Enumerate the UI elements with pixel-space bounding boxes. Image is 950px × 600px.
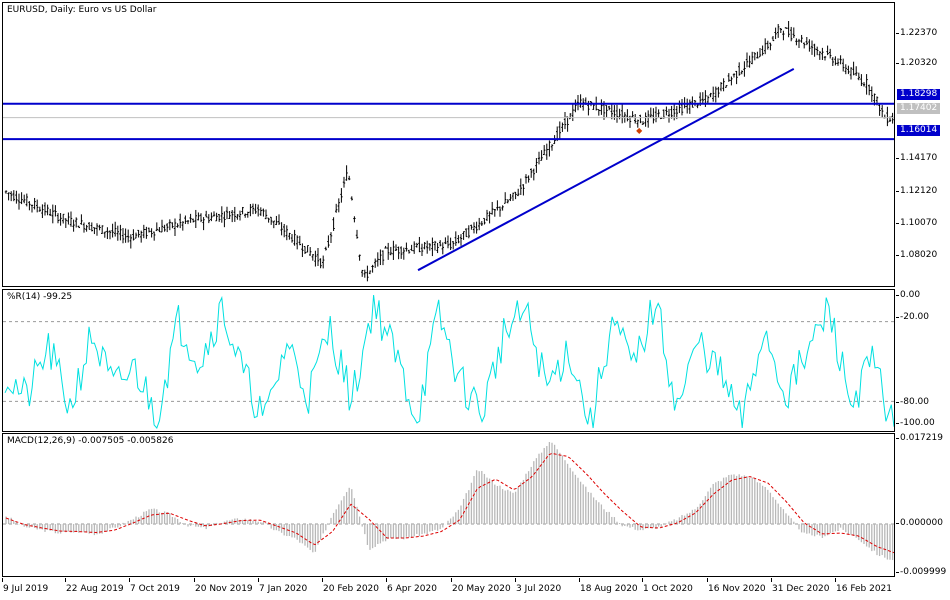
x-axis-tick: [642, 578, 643, 582]
x-axis-tick: [322, 578, 323, 582]
x-axis-label: 20 May 2020: [452, 584, 511, 594]
macd-axis-label: 0.000000: [896, 518, 943, 528]
x-axis-tick: [194, 578, 195, 582]
x-axis-tick: [579, 578, 580, 582]
x-axis-label: 31 Dec 2020: [772, 584, 830, 594]
x-axis-label: 16 Feb 2021: [836, 584, 893, 594]
wr-axis-label: -80.00: [895, 397, 930, 407]
x-axis-label: 9 Jul 2019: [3, 584, 49, 594]
x-axis-tick: [386, 578, 387, 582]
macd-histogram: [5, 442, 894, 561]
price-chart-canvas[interactable]: ◆: [3, 3, 895, 287]
x-axis-tick: [258, 578, 259, 582]
price-axis-label: 1.22370: [895, 28, 938, 38]
hline-price-badge: 1.16014: [897, 125, 941, 136]
price-axis-label: 1.08020: [895, 250, 938, 260]
macd-axis-label: -0.009999: [895, 567, 947, 577]
macd-axis: 0.017219 0.000000 -0.009999: [895, 433, 950, 577]
x-axis-tick: [515, 578, 516, 582]
price-axis-label: 1.14170: [895, 153, 938, 163]
wr-axis-label: -20.00: [895, 312, 930, 322]
current-price-badge: 1.17402: [897, 103, 941, 114]
x-axis-label: 6 Apr 2020: [387, 584, 437, 594]
x-axis-label: 7 Jan 2020: [259, 584, 308, 594]
wr-axis-label: 0.00: [895, 290, 921, 300]
trend-line: [417, 67, 795, 272]
price-axis-label: 1.12120: [895, 186, 938, 196]
x-axis-label: 22 Aug 2019: [66, 584, 124, 594]
x-axis-tick: [2, 578, 3, 582]
x-axis-tick: [835, 578, 836, 582]
x-axis-tick: [65, 578, 66, 582]
x-axis-tick: [129, 578, 130, 582]
x-axis-label: 1 Oct 2020: [643, 584, 693, 594]
macd-signal-line: [5, 452, 894, 554]
williams-r-canvas[interactable]: [3, 290, 895, 432]
wr-axis-label: -100.00: [896, 418, 935, 428]
price-axis-label: 1.20320: [895, 58, 938, 68]
hline-price-badge: 1.18298: [897, 89, 941, 100]
time-axis: 9 Jul 2019 22 Aug 2019 7 Oct 2019 20 Nov 20…: [2, 578, 895, 598]
x-axis-tick: [451, 578, 452, 582]
williams-r-axis: 0.00 -20.00 -80.00 -100.00: [895, 289, 950, 432]
x-axis-label: 16 Nov 2020: [708, 584, 766, 594]
trade-marker-icon: ◆: [636, 126, 643, 135]
x-axis-tick: [771, 578, 772, 582]
x-axis-label: 7 Oct 2019: [130, 584, 180, 594]
williams-r-pane[interactable]: %R(14) -99.25: [2, 289, 895, 432]
macd-axis-label: 0.017219: [896, 433, 943, 443]
x-axis-label: 3 Jul 2020: [516, 584, 562, 594]
price-axis: 1.22370 1.20320 1.14170 1.12120 1.10070 …: [895, 2, 950, 287]
x-axis-tick: [707, 578, 708, 582]
macd-canvas[interactable]: [3, 434, 895, 577]
indicator-title: %R(14) -99.25: [7, 292, 73, 302]
x-axis-label: 20 Feb 2020: [323, 584, 380, 594]
ohlc-bars: [4, 20, 894, 282]
indicator-title: MACD(12,26,9) -0.007505 -0.005826: [7, 436, 174, 446]
price-axis-label: 1.10070: [895, 218, 938, 228]
williams-r-line: [4, 294, 894, 429]
macd-pane[interactable]: MACD(12,26,9) -0.007505 -0.005826: [2, 433, 895, 577]
price-chart-pane[interactable]: EURUSD, Daily: Euro vs US Dollar ◆: [2, 2, 895, 287]
x-axis-label: 20 Nov 2019: [195, 584, 253, 594]
x-axis-label: 18 Aug 2020: [580, 584, 638, 594]
chart-title: EURUSD, Daily: Euro vs US Dollar: [7, 5, 157, 15]
